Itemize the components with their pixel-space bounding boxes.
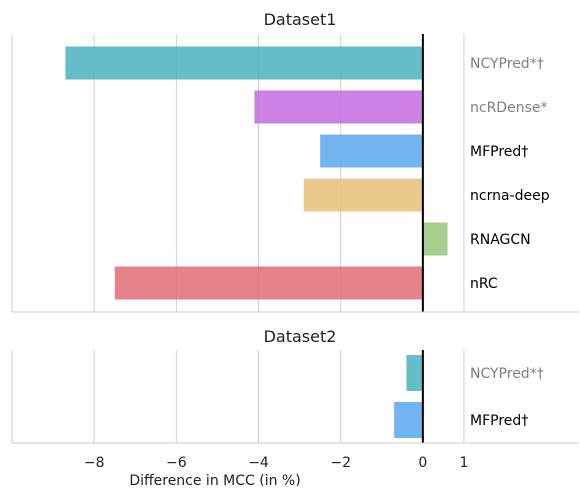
- x-axis-label: Difference in MCC (in %): [129, 473, 300, 486]
- category-label: RNAGCN: [470, 232, 531, 248]
- bar: [114, 266, 423, 300]
- bar: [406, 355, 423, 391]
- category-label: MFPred†: [470, 413, 528, 429]
- bar: [254, 90, 423, 124]
- panel-title: Dataset1: [264, 10, 337, 29]
- bar: [320, 134, 423, 168]
- bar: [422, 222, 448, 256]
- category-label: NCYPred*†: [470, 366, 544, 382]
- x-tick-label: −6: [166, 455, 187, 471]
- x-tick-label: 1: [459, 455, 468, 471]
- bar: [303, 178, 423, 212]
- x-tick-label: −2: [330, 455, 351, 471]
- x-tick-label: −8: [84, 455, 105, 471]
- category-label: ncrna-deep: [470, 188, 550, 204]
- bar: [394, 402, 423, 438]
- category-label: nRC: [470, 276, 498, 292]
- x-tick-label: −4: [248, 455, 269, 471]
- category-label: ncRDense*: [470, 100, 547, 116]
- x-tick-label: 0: [418, 455, 427, 471]
- panel-title: Dataset2: [264, 327, 337, 346]
- category-label: NCYPred*†: [470, 56, 544, 72]
- category-label: MFPred†: [470, 144, 528, 160]
- bar: [65, 46, 423, 80]
